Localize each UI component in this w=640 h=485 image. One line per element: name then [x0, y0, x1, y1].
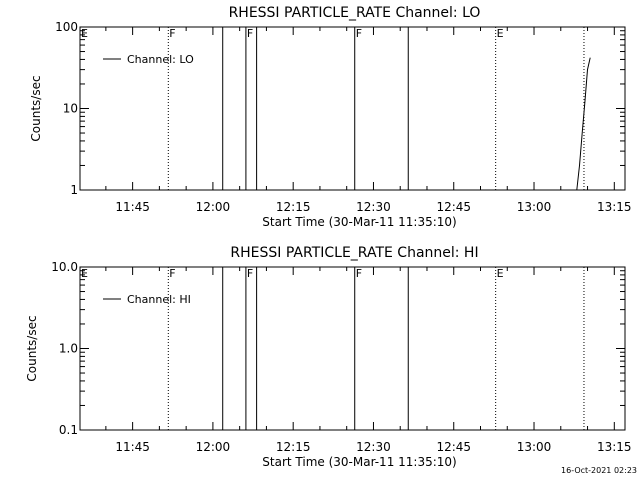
footer-timestamp: 16-Oct-2021 02:23 [561, 466, 637, 475]
chart-title: RHESSI PARTICLE_RATE Channel: LO [229, 5, 481, 21]
event-marker-label: F [169, 27, 175, 40]
chart-title: RHESSI PARTICLE_RATE Channel: HI [230, 245, 478, 261]
x-tick-label: 13:00 [517, 200, 552, 214]
event-marker-label: F [356, 267, 362, 280]
x-tick-label: 12:45 [436, 200, 471, 214]
chart-panel-1: RHESSI PARTICLE_RATE Channel: LO Start Ti… [29, 5, 632, 229]
event-marker-label: F [247, 267, 253, 280]
event-marker-label: E [81, 27, 88, 40]
x-tick-label: 12:45 [436, 440, 471, 454]
chart-panel-2: RHESSI PARTICLE_RATE Channel: HI Start Ti… [25, 245, 632, 469]
x-tick-label: 13:15 [597, 440, 632, 454]
x-tick-label: 12:30 [356, 440, 391, 454]
x-tick-label: 12:00 [196, 440, 231, 454]
y-axis-label: Counts/sec [29, 75, 43, 141]
plot-frame [79, 26, 626, 191]
x-tick-label: 11:45 [115, 440, 150, 454]
y-axis-label: Counts/sec [25, 315, 39, 381]
x-axis-label: Start Time (30-Mar-11 11:35:10) [262, 455, 456, 469]
event-marker-label: F [169, 267, 175, 280]
legend-label: Channel: HI [127, 293, 191, 306]
y-tick-label: 1 [70, 183, 78, 197]
event-marker-label: E [497, 267, 504, 280]
event-marker-label: F [356, 27, 362, 40]
series-line [576, 57, 591, 191]
y-tick-label: 10 [63, 102, 78, 116]
event-marker-label: F [247, 27, 253, 40]
plot-frame [79, 266, 626, 431]
x-tick-label: 12:00 [196, 200, 231, 214]
y-tick-label: 10.0 [51, 260, 78, 274]
event-marker-label: E [497, 27, 504, 40]
x-tick-label: 11:45 [115, 200, 150, 214]
x-tick-label: 12:15 [276, 200, 311, 214]
y-tick-label: 1.0 [59, 342, 78, 356]
y-tick-label: 0.1 [59, 423, 78, 437]
x-axis-label: Start Time (30-Mar-11 11:35:10) [262, 215, 456, 229]
x-tick-label: 13:15 [597, 200, 632, 214]
x-tick-label: 12:15 [276, 440, 311, 454]
y-tick-label: 100 [55, 20, 78, 34]
x-tick-label: 12:30 [356, 200, 391, 214]
legend-label: Channel: LO [127, 53, 194, 66]
event-marker-label: E [81, 267, 88, 280]
x-tick-label: 13:00 [517, 440, 552, 454]
